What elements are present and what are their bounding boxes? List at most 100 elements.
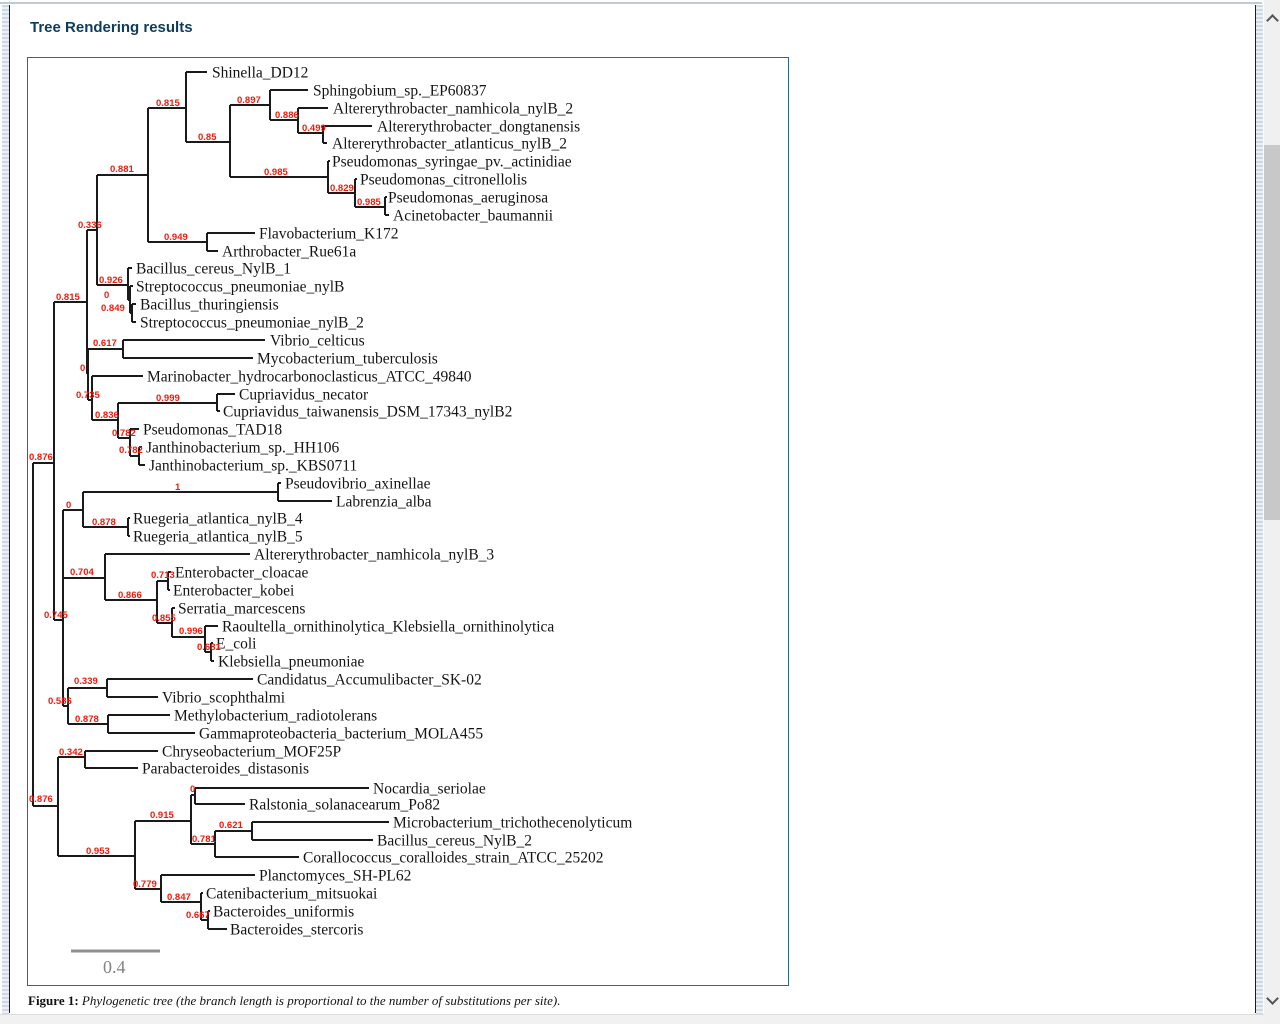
branch-support-value: 0.336 xyxy=(78,220,102,231)
taxon-label: Ruegeria_atlantica_nylB_4 xyxy=(133,511,303,528)
scroll-up-icon[interactable] xyxy=(1266,14,1279,27)
branch-support-value: 0 xyxy=(80,363,85,374)
taxon-label: Methylobacterium_radiotolerans xyxy=(174,708,377,725)
branch-support-value: 0.667 xyxy=(186,910,210,921)
content-frame-right-border xyxy=(1255,5,1256,1013)
branch-support-value: 0.866 xyxy=(118,590,142,601)
taxon-label: Gammaproteobacteria_bacterium_MOLA455 xyxy=(199,726,483,743)
taxon-label: Altererythrobacter_namhicola_nylB_2 xyxy=(333,101,573,118)
taxon-label: Corallococcus_coralloides_strain_ATCC_25… xyxy=(303,850,603,867)
taxon-label: Altererythrobacter_dongtanensis xyxy=(377,119,580,136)
branch-support-value: 0 xyxy=(66,500,71,511)
scroll-down-icon[interactable] xyxy=(1266,992,1279,1005)
branch-support-value: 0.745 xyxy=(44,610,68,621)
taxon-label: Sphingobium_sp._EP60837 xyxy=(313,83,487,100)
branch-support-value: 0 xyxy=(190,784,195,795)
branch-support-value: 0.985 xyxy=(357,197,381,208)
figure-caption: Figure 1: Phylogenetic tree (the branch … xyxy=(28,993,560,1009)
branch-support-value: 0.815 xyxy=(56,292,80,303)
tree-figure-box xyxy=(27,57,789,986)
branch-support-value: 0.782 xyxy=(112,428,136,439)
branch-support-value: 0.779 xyxy=(133,879,157,890)
taxon-label: Marinobacter_hydrocarbonoclasticus_ATCC_… xyxy=(147,369,472,386)
branch-support-value: 0.85 xyxy=(198,132,217,143)
branch-support-value: 0.878 xyxy=(75,714,99,725)
taxon-label: Klebsiella_pneumoniae xyxy=(218,654,364,671)
taxon-label: Parabacteroides_distasonis xyxy=(142,761,309,778)
branch-support-value: 0.876 xyxy=(29,452,53,463)
taxon-label: Chryseobacterium_MOF25P xyxy=(162,744,341,761)
taxon-label: Cupriavidus_necator xyxy=(239,387,369,404)
taxon-label: Ralstonia_solanacearum_Po82 xyxy=(249,797,440,814)
taxon-label: Altererythrobacter_namhicola_nylB_3 xyxy=(254,547,494,564)
branch-support-value: 0.735 xyxy=(76,390,100,401)
taxon-label: Pseudovibrio_axinellae xyxy=(285,476,431,493)
branch-support-value: 0.878 xyxy=(92,517,116,528)
taxon-label: Candidatus_Accumulibacter_SK-02 xyxy=(257,672,482,689)
branch-support-value: 0.876 xyxy=(29,794,53,805)
taxon-label: Ruegeria_atlantica_nylB_5 xyxy=(133,529,303,546)
taxon-label: E_coli xyxy=(216,636,257,653)
branch-support-value: 0.815 xyxy=(156,98,180,109)
taxon-label: Mycobacterium_tuberculosis xyxy=(257,351,438,368)
branch-support-value: 0.829 xyxy=(330,183,354,194)
branch-support-value: 0.847 xyxy=(167,892,191,903)
branch-support-value: 0.586 xyxy=(48,696,72,707)
taxon-label: Catenibacterium_mitsuokai xyxy=(206,886,378,903)
taxon-label: Raoultella_ornithinolytica_Klebsiella_or… xyxy=(222,619,554,636)
branch-support-value: 0.897 xyxy=(237,95,261,106)
branch-support-value: 0.342 xyxy=(59,747,83,758)
branch-support-value: 0.339 xyxy=(74,676,98,687)
taxon-label: Nocardia_seriolae xyxy=(373,781,486,798)
scrollbar-corner xyxy=(1264,1014,1280,1024)
taxon-label: Pseudomonas_citronellolis xyxy=(360,172,527,189)
taxon-label: Arthrobacter_Rue61a xyxy=(222,244,356,261)
branch-support-value: 0.617 xyxy=(93,338,117,349)
branch-support-value: 0.999 xyxy=(156,393,180,404)
taxon-label: Bacillus_cereus_NylB_1 xyxy=(136,261,291,278)
branch-support-value: 1 xyxy=(175,482,181,493)
figure-caption-text: Phylogenetic tree (the branch length is … xyxy=(78,993,561,1008)
taxon-label: Serratia_marcescens xyxy=(178,601,305,618)
taxon-label: Labrenzia_alba xyxy=(336,494,432,511)
taxon-label: Streptococcus_pneumoniae_nylB_2 xyxy=(140,315,364,332)
taxon-label: Pseudomonas_aeruginosa xyxy=(388,190,548,207)
right-striped-border xyxy=(1256,5,1263,1014)
branch-support-value: 0.985 xyxy=(264,167,288,178)
taxon-label: Acinetobacter_baumannii xyxy=(393,208,554,225)
branch-support-value: 0.713 xyxy=(151,570,175,581)
branch-support-value: 0 xyxy=(104,290,109,301)
taxon-label: Bacteroides_stercoris xyxy=(230,922,363,939)
taxon-label: Janthinobacterium_sp._KBS0711 xyxy=(149,458,357,475)
branch-support-value: 0.499 xyxy=(302,123,326,134)
branch-support-value: 0.621 xyxy=(219,820,243,831)
branch-support-value: 0.681 xyxy=(197,642,221,653)
branch-support-value: 0.953 xyxy=(86,846,110,857)
branch-support-value: 0.926 xyxy=(99,275,123,286)
taxon-label: Enterobacter_cloacae xyxy=(175,565,308,582)
branch-support-value: 0.782 xyxy=(119,445,143,456)
taxon-label: Vibrio_celticus xyxy=(270,333,365,350)
horizontal-scrollbar[interactable] xyxy=(0,1014,1280,1024)
taxon-label: Bacillus_thuringiensis xyxy=(140,297,279,314)
figure-caption-label: Figure 1: xyxy=(28,993,79,1008)
vertical-scrollbar[interactable] xyxy=(1264,0,1280,1014)
branch-support-value: 0.836 xyxy=(95,410,119,421)
page-top-accent-line xyxy=(0,2,1262,4)
page-title: Tree Rendering results xyxy=(30,19,193,36)
taxon-label: Flavobacterium_K172 xyxy=(259,226,398,243)
branch-support-value: 0.781 xyxy=(192,834,216,845)
taxon-label: Microbacterium_trichothecenolyticum xyxy=(393,815,632,832)
taxon-label: Bacteroides_uniformis xyxy=(213,904,354,921)
branch-support-value: 0.886 xyxy=(275,110,299,121)
taxon-label: Altererythrobacter_atlanticus_nylB_2 xyxy=(332,136,567,153)
branch-support-value: 0.915 xyxy=(150,810,174,821)
branch-support-value: 0.996 xyxy=(179,626,203,637)
branch-support-value: 0.949 xyxy=(164,232,188,243)
taxon-label: Cupriavidus_taiwanensis_DSM_17343_nylB2 xyxy=(223,404,512,421)
taxon-label: Bacillus_cereus_NylB_2 xyxy=(377,833,532,850)
branch-support-value: 0.855 xyxy=(152,613,176,624)
taxon-label: Janthinobacterium_sp._HH106 xyxy=(146,440,340,457)
vertical-scrollbar-thumb[interactable] xyxy=(1264,145,1280,520)
